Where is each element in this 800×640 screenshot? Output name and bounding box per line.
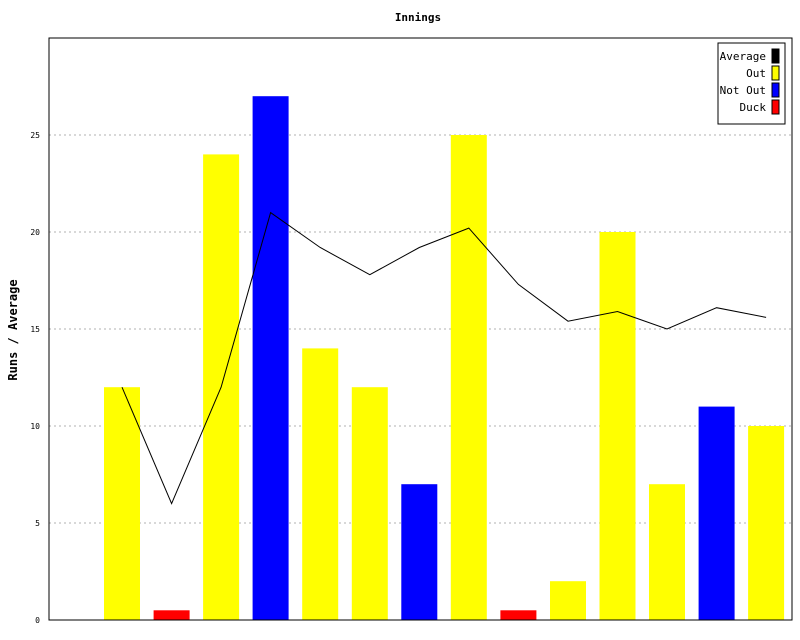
bar-9 xyxy=(500,610,537,620)
bar-14 xyxy=(748,426,785,620)
y-tick-label: 0 xyxy=(35,616,40,625)
y-axis-label: Runs / Average xyxy=(6,279,20,380)
y-tick-label: 20 xyxy=(30,228,40,237)
bar-5 xyxy=(302,348,339,620)
grid-lines xyxy=(49,134,792,524)
bar-8 xyxy=(450,135,487,620)
bar-6 xyxy=(351,387,388,620)
y-tick-label: 5 xyxy=(35,519,40,528)
legend-label: Average xyxy=(720,50,766,63)
plot-frame xyxy=(48,37,793,621)
bar-10 xyxy=(550,581,586,620)
average-line xyxy=(121,211,767,505)
legend-swatch xyxy=(771,48,780,64)
y-axis-ticks: 0 5 10 15 20 25 xyxy=(30,131,40,625)
y-tick-label: 10 xyxy=(30,422,40,431)
legend: Average Out Not Out Duck xyxy=(717,42,786,125)
average-line-group xyxy=(121,211,767,505)
chart-title: Innings xyxy=(395,11,441,24)
y-tick-label: 25 xyxy=(30,131,40,140)
legend-label: Not Out xyxy=(720,84,766,97)
y-tick-label: 15 xyxy=(30,325,40,334)
legend-swatch xyxy=(771,99,780,115)
bar-1 xyxy=(104,387,140,620)
bars xyxy=(104,96,785,620)
bar-12 xyxy=(649,484,685,620)
bar-13 xyxy=(698,406,735,620)
legend-label: Duck xyxy=(740,101,767,114)
bar-2 xyxy=(153,610,190,620)
bar-11 xyxy=(599,232,636,620)
legend-swatch xyxy=(771,82,780,98)
legend-label: Out xyxy=(746,67,766,80)
bar-7 xyxy=(401,484,438,620)
bar-4 xyxy=(252,96,289,620)
legend-swatch xyxy=(771,65,780,81)
